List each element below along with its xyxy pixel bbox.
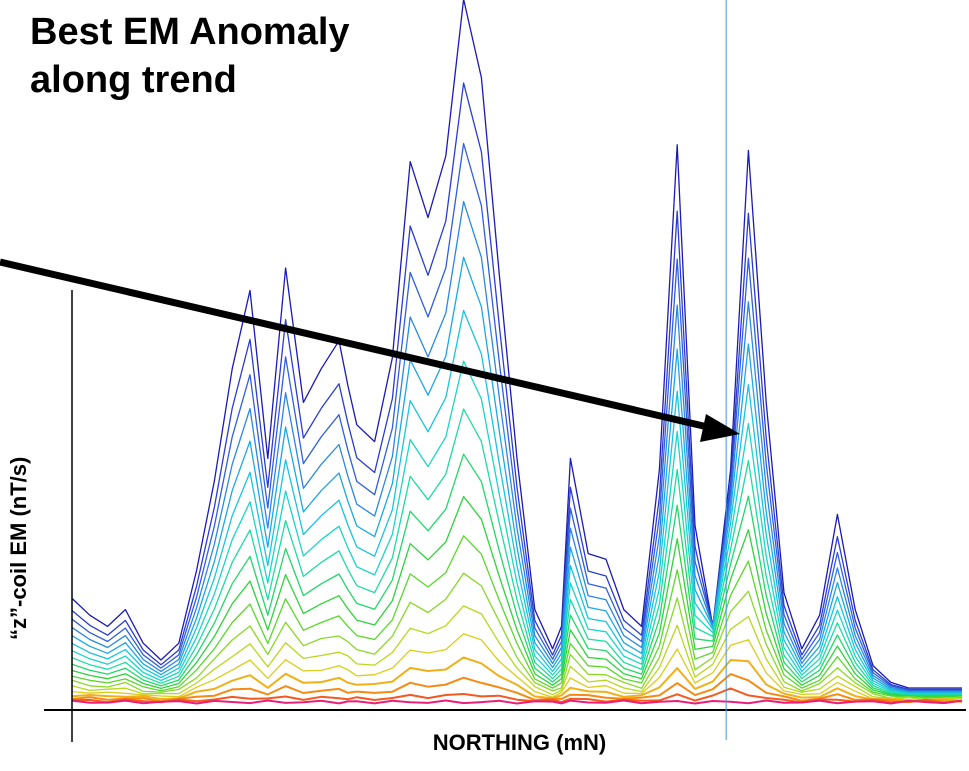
channel-line-15 xyxy=(71,656,963,703)
channel-line-5 xyxy=(71,256,962,693)
channel-line-7 xyxy=(71,360,962,695)
y-axis-label-wrap: “z”-coil EM (nT/s) xyxy=(2,457,42,640)
channel-line-18 xyxy=(71,699,963,705)
channel-line-11 xyxy=(71,535,962,698)
channel-line-9 xyxy=(71,453,962,697)
channel-line-14 xyxy=(71,633,963,702)
channel-line-3 xyxy=(71,142,962,692)
channel-line-16 xyxy=(71,673,963,704)
channel-line-8 xyxy=(71,408,962,696)
annotation-text: Best EM Anomaly along trend xyxy=(30,11,350,101)
channel-line-2 xyxy=(71,82,962,691)
x-axis-label: NORTHING (mN) xyxy=(432,730,607,755)
channel-line-12 xyxy=(71,572,963,700)
y-axis-label: “z”-coil EM (nT/s) xyxy=(6,456,31,640)
annotation-arrow xyxy=(0,258,740,442)
channel-line-1 xyxy=(71,0,962,689)
channel-line-10 xyxy=(71,495,962,698)
channel-line-4 xyxy=(71,200,962,692)
channel-line-13 xyxy=(71,605,963,701)
em-channel-series xyxy=(71,0,963,705)
channel-line-6 xyxy=(71,309,962,694)
